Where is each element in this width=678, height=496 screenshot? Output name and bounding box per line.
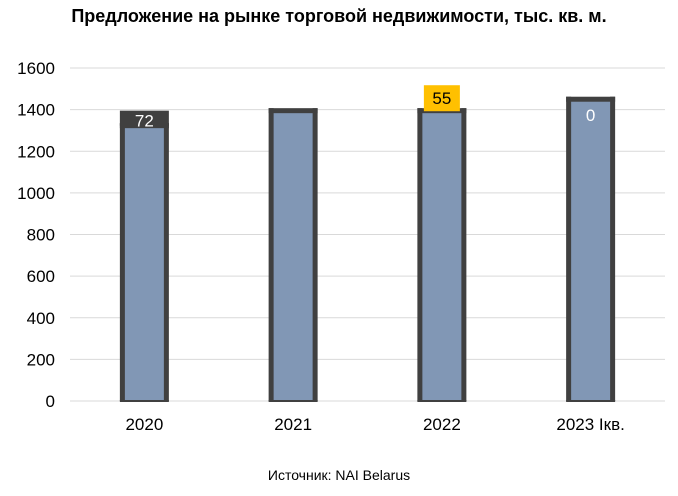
y-tick-label-1600: 1600 [17,59,55,78]
x-category-label-0: 2020 [125,415,163,434]
chart-source: Источник: NAI Belarus [267,467,411,483]
bar-outline-right-0 [163,123,169,401]
bars [119,96,616,402]
y-tick-label-1200: 1200 [17,142,55,161]
y-tick-label-400: 400 [27,309,55,328]
data-label-3: 0 [586,106,595,125]
bar-2023-Iкв. [568,99,613,401]
bar-2021 [271,110,316,402]
data-label-box-2 [423,85,460,112]
y-tick-label-1400: 1400 [17,101,55,120]
y-tick-label-0: 0 [46,392,55,411]
bar-outline-right-3 [610,96,616,401]
bar-outline-right-2 [461,108,467,402]
bar-outline-bottom-1 [268,400,318,402]
y-tick-label-600: 600 [27,267,55,286]
y-axis-tick-labels: 0 200 400 600 800 1000 1200 1400 1600 [17,59,55,411]
bar-outline-top-3 [566,96,616,102]
data-label-box-0 [119,110,169,126]
bar-outline-left-2 [417,108,423,402]
bar-outline-top-0 [119,123,169,129]
y-tick-label-200: 200 [27,350,55,369]
y-tick-label-800: 800 [27,226,55,245]
x-axis-category-labels: 2020 2021 2022 2023 Iкв. [125,415,624,434]
y-tick-label-1000: 1000 [17,184,55,203]
bar-outline-left-0 [119,123,125,401]
bar-2022 [419,110,464,402]
data-label-2: 55 [432,89,451,108]
bar-outline-bottom-2 [417,400,467,402]
bar-outline-bottom-0 [119,400,169,402]
bar-outline-top-1 [268,108,318,114]
bar-outline-left-3 [566,96,572,401]
bar-outline-left-1 [268,108,274,402]
grid-lines [70,67,665,402]
bar-outline-bottom-3 [566,400,616,402]
data-label-0: 72 [135,112,154,131]
bar-2020 [122,125,167,401]
x-category-label-1: 2021 [274,415,312,434]
chart-title: Предложение на рынке торговой недвижимос… [71,6,607,26]
data-labels: 72 55 0 [119,85,595,131]
bar-outline-right-1 [312,108,318,402]
x-category-label-2: 2022 [423,415,461,434]
x-category-label-3: 2023 Iкв. [556,415,624,434]
